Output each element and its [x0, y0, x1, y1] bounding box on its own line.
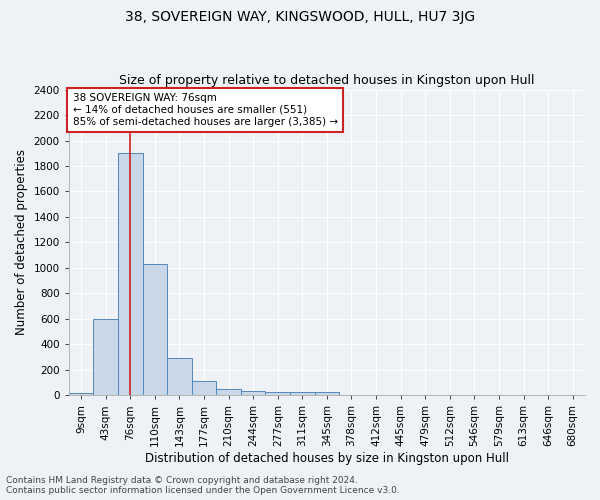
Bar: [69, 392, 94, 396]
Bar: [192, 380, 217, 396]
Bar: [290, 392, 314, 396]
Bar: [143, 264, 167, 396]
Bar: [217, 389, 241, 396]
Bar: [314, 392, 339, 396]
Title: Size of property relative to detached houses in Kingston upon Hull: Size of property relative to detached ho…: [119, 74, 535, 87]
Text: 38 SOVEREIGN WAY: 76sqm
← 14% of detached houses are smaller (551)
85% of semi-d: 38 SOVEREIGN WAY: 76sqm ← 14% of detache…: [73, 94, 338, 126]
Text: 38, SOVEREIGN WAY, KINGSWOOD, HULL, HU7 3JG: 38, SOVEREIGN WAY, KINGSWOOD, HULL, HU7 …: [125, 10, 475, 24]
Bar: [118, 154, 143, 396]
Bar: [167, 358, 192, 396]
Text: Contains HM Land Registry data © Crown copyright and database right 2024.
Contai: Contains HM Land Registry data © Crown c…: [6, 476, 400, 495]
X-axis label: Distribution of detached houses by size in Kingston upon Hull: Distribution of detached houses by size …: [145, 452, 509, 465]
Bar: [265, 392, 290, 396]
Y-axis label: Number of detached properties: Number of detached properties: [15, 150, 28, 336]
Bar: [241, 391, 265, 396]
Bar: [94, 319, 118, 396]
